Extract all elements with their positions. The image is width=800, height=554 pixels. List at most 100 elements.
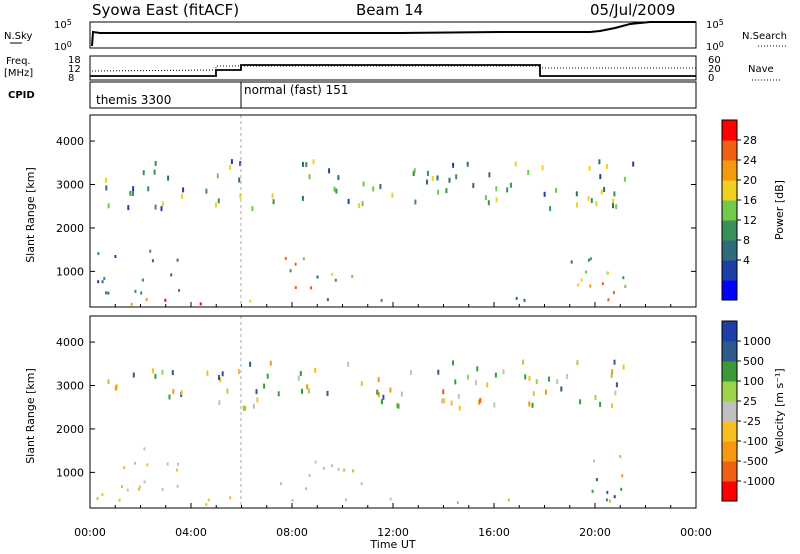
colorbar-segment xyxy=(722,321,737,342)
range-gate-cell xyxy=(599,401,602,407)
range-gate-cell xyxy=(361,201,364,207)
range-gate-cell xyxy=(238,177,241,183)
range-gate-cell xyxy=(266,373,269,379)
range-gate-cell xyxy=(129,190,132,196)
range-gate-cell xyxy=(146,463,149,467)
range-gate-cell xyxy=(595,478,598,482)
range-gate-cell xyxy=(114,255,117,258)
range-gate-cell xyxy=(560,386,563,392)
range-gate-cell xyxy=(199,302,202,306)
range-gate-cell xyxy=(256,397,259,403)
range-gate-cell xyxy=(312,159,315,165)
power-panel: Slant Range [km] 4000 3000 2000 1000 28 24 20… xyxy=(24,114,786,308)
range-gate-cell xyxy=(613,191,616,197)
colorbar-frame xyxy=(721,320,738,502)
range-gate-cell xyxy=(182,187,185,193)
range-gate-cell xyxy=(142,170,145,176)
range-gate-cell xyxy=(610,373,613,378)
range-gate-cell xyxy=(218,375,220,380)
range-gate-cell xyxy=(475,380,478,386)
range-gate-cell xyxy=(180,390,183,396)
range-gate-cell xyxy=(362,181,365,187)
range-gate-cell xyxy=(145,298,148,301)
range-gate-cell xyxy=(132,372,135,378)
range-gate-cell xyxy=(611,369,614,375)
range-gate-cell xyxy=(299,371,302,376)
colorbar-tick-label: 1000 xyxy=(743,335,771,348)
range-gate-cell xyxy=(249,361,252,367)
range-gate-cell xyxy=(206,370,209,376)
range-gate-cell xyxy=(515,296,518,300)
range-gate-cell xyxy=(376,389,379,395)
range-gate-cell xyxy=(134,289,137,293)
range-gate-cell xyxy=(219,377,222,383)
colorbar-segment xyxy=(722,120,737,141)
y-tick-label: 2000 xyxy=(56,423,84,436)
range-gate-cell xyxy=(216,173,219,179)
range-gate-cell xyxy=(138,485,141,489)
nave-tick-60: 60 xyxy=(708,55,721,66)
range-gate-cell xyxy=(570,260,573,264)
range-gate-cell xyxy=(456,501,459,505)
noise-left-tick-bottom: 100 xyxy=(54,40,72,53)
range-gate-cell xyxy=(326,298,329,302)
range-gate-cell xyxy=(358,203,361,209)
power-ylabel: Slant Range [km] xyxy=(24,167,37,263)
range-gate-cell xyxy=(335,188,338,194)
range-gate-cell xyxy=(522,359,525,365)
x-tick-label: 16:00 xyxy=(478,526,510,539)
noise-left-tick-top: 105 xyxy=(54,18,72,31)
range-gate-cell xyxy=(114,385,117,391)
range-gate-cell xyxy=(476,366,479,372)
range-gate-cell xyxy=(277,391,280,397)
range-gate-cell xyxy=(410,370,412,376)
colorbar-segment xyxy=(722,481,737,502)
colorbar-label: Power [dB] xyxy=(773,180,786,240)
frequency-trace xyxy=(90,64,696,77)
range-gate-cell xyxy=(176,258,179,262)
colorbar-segment xyxy=(722,140,737,161)
range-gate-cell xyxy=(458,405,461,411)
y-tick-label: 4000 xyxy=(56,336,84,349)
range-gate-cell xyxy=(613,359,616,365)
freq-label: Freq. xyxy=(6,56,31,67)
range-gate-cell xyxy=(467,374,470,380)
range-gate-cell xyxy=(575,191,578,197)
range-gate-cell xyxy=(452,162,455,168)
range-gate-cell xyxy=(154,161,157,166)
range-gate-cell xyxy=(152,368,154,374)
range-gate-cell xyxy=(605,163,608,169)
range-gate-cell xyxy=(606,490,609,494)
colorbar-tick-label: 4 xyxy=(743,254,750,267)
range-gate-cell xyxy=(101,280,104,284)
range-gate-cell xyxy=(494,372,497,378)
colorbar-tick-label: 28 xyxy=(743,134,757,147)
range-gate-cell xyxy=(230,159,233,165)
range-gate-cell xyxy=(280,482,282,486)
range-gate-cell xyxy=(334,278,337,282)
range-gate-cell xyxy=(377,377,380,383)
x-tick-label: 00:00 xyxy=(74,526,106,539)
range-gate-cell xyxy=(310,286,312,290)
range-gate-cell xyxy=(612,198,615,204)
station-title: Syowa East (fitACF) xyxy=(92,1,239,19)
range-gate-cell xyxy=(160,206,163,212)
noise-sky-label: N.Sky xyxy=(4,31,32,42)
range-gate-cell xyxy=(413,168,416,174)
range-gate-cell xyxy=(377,391,380,397)
range-gate-cell xyxy=(132,186,135,192)
range-gate-cell xyxy=(294,262,297,266)
range-gate-cell xyxy=(239,193,242,199)
range-gate-cell xyxy=(166,462,169,466)
range-gate-cell xyxy=(347,198,350,204)
range-gate-cell xyxy=(271,193,274,199)
range-gate-cell xyxy=(414,199,417,205)
range-gate-cell xyxy=(589,257,592,261)
range-gate-cell xyxy=(172,389,175,394)
range-gate-cell xyxy=(289,269,292,273)
range-gate-cell xyxy=(314,460,317,464)
range-gate-cell xyxy=(308,474,311,477)
range-gate-cell xyxy=(328,168,331,174)
range-gate-cell xyxy=(141,278,144,282)
range-gate-cell xyxy=(205,503,208,507)
